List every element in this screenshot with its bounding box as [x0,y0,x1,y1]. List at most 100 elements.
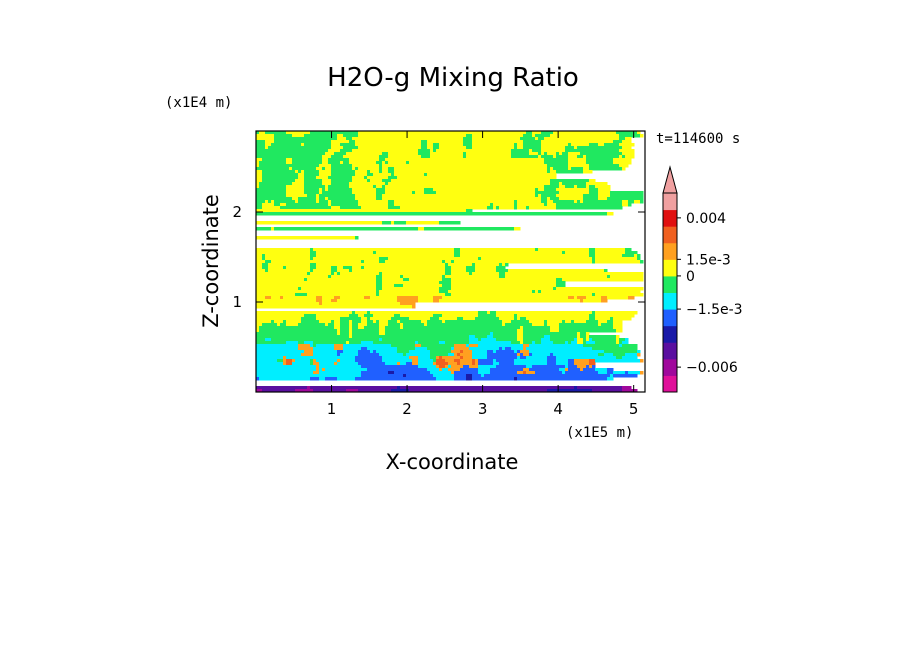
contour-cell [616,356,623,360]
contour-cell [598,194,611,198]
contour-cell [283,359,287,363]
contour-cell [568,359,575,363]
contour-cell [334,272,338,276]
contour-cell [304,170,320,174]
contour-cell [376,161,383,165]
contour-cell [472,362,476,366]
contour-cell [331,275,377,279]
contour-cell [316,200,320,204]
contour-cell [592,347,638,351]
contour-cell [355,356,383,360]
contour-cell [511,320,530,324]
contour-cell [595,254,623,258]
contour-cell [301,317,317,321]
contour-cell [382,287,440,291]
contour-cell [256,347,299,351]
contour-cell [580,332,587,336]
contour-cell [577,185,587,189]
contour-cell [412,305,416,309]
contour-cell [451,260,455,264]
contour-cell [433,359,437,363]
contour-cell [286,323,299,327]
contour-cell [358,203,389,207]
contour-cell [589,143,599,147]
contour-cell [433,149,437,153]
contour-cell [559,185,566,189]
x-axis-label: X-coordinate [386,450,519,474]
contour-cell [469,338,479,342]
contour-cell [553,353,599,357]
contour-cell [478,371,491,375]
contour-cell [319,194,356,198]
contour-cell [349,140,356,144]
contour-cell [256,179,263,183]
contour-cell [376,290,380,294]
contour-cell [451,284,557,288]
contour-cell [382,194,536,198]
contour-cell [325,185,329,189]
contour-cell [589,185,596,189]
contour-cell [358,167,380,171]
contour-cell [334,344,344,348]
contour-cell [562,152,569,156]
contour-cell [463,143,473,147]
contour-cell [352,266,362,270]
contour-cell [478,257,482,261]
contour-cell [640,371,644,375]
colorbar-swatch [663,309,677,327]
contour-cell [322,191,353,195]
contour-cell [523,134,533,138]
contour-cell [418,356,431,360]
contour-cell [298,347,314,351]
contour-cell [331,272,335,276]
contour-cell [292,167,317,171]
contour-cell [619,155,623,159]
contour-cell [532,353,551,357]
contour-cell [376,275,383,279]
contour-cell [262,179,296,183]
contour-cell [541,338,551,342]
contour-cell [256,287,299,291]
contour-cell [337,377,356,381]
contour-cell [256,377,260,381]
y-scale-label: (x1E4 m) [165,95,232,111]
contour-cell [469,341,512,345]
contour-cell [589,188,599,192]
contour-cell [493,206,497,210]
contour-cell [286,320,302,324]
contour-cell [466,152,512,156]
contour-cell [457,317,464,321]
contour-cell [628,371,641,375]
contour-cell [502,263,506,267]
contour-cell [637,257,641,261]
contour-cell [295,389,314,392]
contour-cell [334,362,338,366]
contour-cell [319,302,323,306]
contour-cell [349,161,377,165]
contour-cell [301,287,377,291]
contour-cell [364,314,374,318]
contour-cell [517,353,521,357]
contour-cell [286,131,311,135]
contour-cell [538,290,542,294]
colorbar-label: 0.004 [686,211,726,227]
contour-cell [256,371,314,375]
contour-cell [379,320,389,324]
contour-cell [286,356,356,360]
contour-cell [379,329,386,333]
contour-cell [454,260,593,264]
contour-cell [475,335,488,339]
contour-cell [268,200,272,204]
contour-cell [403,374,407,378]
contour-cell [265,131,287,135]
contour-cell [418,341,440,345]
contour-cell [445,359,455,363]
contour-cell [496,338,518,342]
contour-cell [478,368,491,372]
contour-cell [511,155,539,159]
contour-cell [304,182,323,186]
contour-cell [475,317,500,321]
contour-cell [385,182,389,186]
contour-cell [463,140,473,144]
contour-cell [535,194,539,198]
